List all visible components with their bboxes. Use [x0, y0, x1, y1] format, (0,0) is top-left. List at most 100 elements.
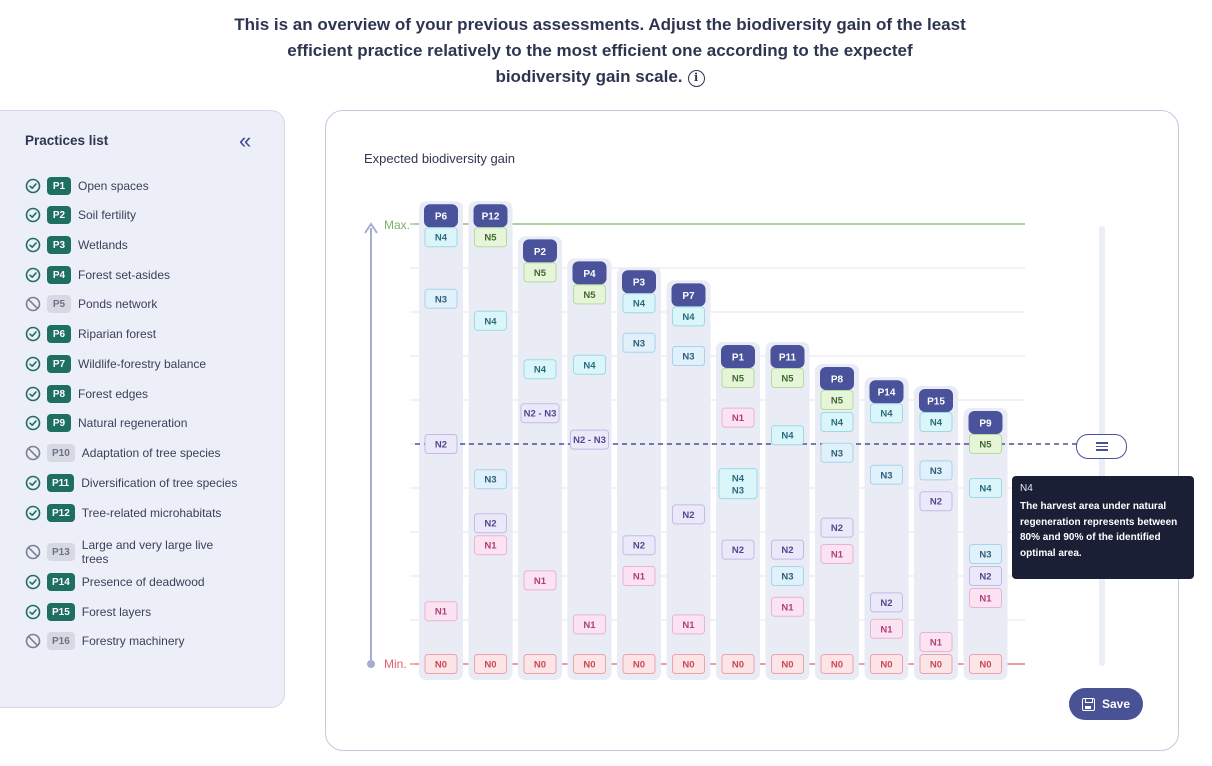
level-chip-n4[interactable]: N4	[919, 412, 953, 432]
practice-item-p9[interactable]: P9 Natural regeneration	[25, 414, 255, 432]
level-chip-n5[interactable]: N5	[771, 368, 804, 388]
level-chip-n3[interactable]: N3	[424, 288, 458, 309]
practice-p9[interactable]: P9 N5 N4 N3 N2 N1 N0	[968, 411, 1003, 674]
level-chip-n4[interactable]: N4	[672, 306, 705, 327]
level-chip-n0[interactable]: N0	[969, 654, 1002, 674]
level-chip-n3[interactable]: N3	[672, 346, 705, 366]
level-chip-n4[interactable]: N4	[424, 227, 458, 248]
practice-p3[interactable]: P3 N4 N3 N2 N1 N0	[622, 270, 656, 674]
level-chip-n2---n3[interactable]: N2 - N3	[570, 429, 609, 450]
level-chip-n0[interactable]: N0	[474, 654, 507, 674]
save-button[interactable]: Save	[1069, 688, 1143, 720]
level-chip-n3[interactable]: N3	[622, 332, 656, 353]
level-chip-n2[interactable]: N2	[474, 513, 507, 534]
level-chip-n1[interactable]: N1	[969, 588, 1002, 608]
level-chip-n1[interactable]: N1	[919, 632, 953, 652]
level-chip-n2[interactable]: N2	[919, 491, 953, 512]
level-chip-n5[interactable]: N5	[474, 227, 507, 248]
practice-item-p12[interactable]: P12 Tree-related microhabitats	[25, 504, 255, 522]
level-chip-n3[interactable]: N3	[820, 442, 854, 463]
practice-item-p2[interactable]: P2 Soil fertility	[25, 206, 255, 224]
level-chip-n1[interactable]: N1	[820, 544, 854, 564]
level-chip-n5[interactable]: N5	[820, 390, 854, 410]
level-chip-n2[interactable]: N2	[870, 592, 903, 613]
practice-item-p5[interactable]: P5 Ponds network	[25, 295, 255, 313]
level-chip-n4[interactable]: N4	[820, 412, 854, 432]
level-chip-n0[interactable]: N0	[820, 654, 854, 674]
level-chip-n0[interactable]: N0	[523, 654, 557, 674]
level-chip-n2[interactable]: N2	[672, 504, 705, 525]
level-chip-n0[interactable]: N0	[622, 654, 656, 674]
practice-item-p14[interactable]: P14 Presence of deadwood	[25, 573, 255, 591]
level-chip-n2[interactable]: N2	[721, 539, 755, 560]
level-chip-n5[interactable]: N5	[573, 284, 606, 305]
level-chip-n3[interactable]: N3	[474, 469, 507, 490]
practice-p15[interactable]: P15 N4 N3 N2 N1 N0	[919, 389, 953, 674]
level-chip-label: N2	[484, 519, 496, 530]
level-chip-n1[interactable]: N1	[474, 535, 507, 556]
level-chip-n4[interactable]: N4	[474, 310, 507, 331]
level-chip-n1[interactable]: N1	[672, 614, 705, 635]
level-chip-n1[interactable]: N1	[424, 601, 458, 622]
level-chip-n0[interactable]: N0	[721, 654, 755, 674]
level-chip-n3[interactable]: N3	[919, 460, 953, 481]
level-chip-label: N4	[484, 316, 497, 327]
level-chip-n5[interactable]: N5	[969, 434, 1002, 454]
level-chip-n0[interactable]: N0	[573, 654, 606, 674]
level-chip-n2---n3[interactable]: N2 - N3	[520, 403, 560, 424]
practice-p8[interactable]: P8 N5 N4 N3 N2 N1 N0	[820, 367, 854, 674]
practice-item-p1[interactable]: P1 Open spaces	[25, 177, 255, 195]
level-chip-n2[interactable]: N2	[622, 535, 656, 556]
info-icon[interactable]: i	[687, 70, 705, 87]
level-chip-n1[interactable]: N1	[870, 618, 903, 639]
level-chip-n4[interactable]: N4	[870, 403, 903, 424]
practice-p14[interactable]: P14 N4 N3 N2 N1 N0	[869, 380, 904, 674]
practice-item-p15[interactable]: P15 Forest layers	[25, 603, 255, 621]
level-chip-n4[interactable]: N4	[523, 359, 557, 380]
practice-item-p13[interactable]: P13 Large and very large live trees	[25, 538, 255, 566]
practice-header	[424, 204, 458, 228]
level-chip-n5[interactable]: N5	[523, 262, 557, 283]
level-chip-n3[interactable]: N3	[870, 464, 903, 485]
scale-slider-handle[interactable]	[1076, 434, 1127, 459]
level-chip-n2[interactable]: N2	[771, 539, 804, 560]
practice-item-p7[interactable]: P7 Wildlife-forestry balance	[25, 355, 255, 373]
practice-item-p3[interactable]: P3 Wetlands	[25, 236, 255, 254]
level-chip-label: N1	[732, 413, 745, 424]
level-chip-n0[interactable]: N0	[919, 654, 953, 674]
level-chip-n4[interactable]: N4	[573, 354, 606, 375]
practice-p7[interactable]: P7 N4 N3 N2 N1 N0	[671, 283, 706, 674]
level-chip-n1[interactable]: N1	[523, 570, 557, 591]
practice-item-p8[interactable]: P8 Forest edges	[25, 385, 255, 403]
practice-p4[interactable]: P4 N5 N4 N2 - N3 N1 N0	[570, 261, 609, 674]
level-chip-n1[interactable]: N1	[573, 614, 606, 635]
practice-item-p4[interactable]: P4 Forest set-asides	[25, 266, 255, 284]
level-chip-n2[interactable]: N2	[969, 566, 1002, 586]
practice-p12[interactable]: P12 N5 N4 N3 N2 N1 N0	[473, 204, 508, 674]
practice-item-p6[interactable]: P6 Riparian forest	[25, 325, 255, 343]
level-chip-n3[interactable]: N3	[771, 566, 804, 586]
level-chip-n1[interactable]: N1	[622, 566, 656, 586]
level-chip-n0[interactable]: N0	[771, 654, 804, 674]
level-chip-n3[interactable]: N3	[969, 544, 1002, 564]
level-chip-n0[interactable]: N0	[870, 654, 903, 674]
level-chip-n5[interactable]: N5	[721, 368, 755, 388]
level-chip-n0[interactable]: N0	[424, 654, 458, 674]
level-chip-n2[interactable]: N2	[424, 434, 458, 454]
level-chip-n1[interactable]: N1	[721, 407, 755, 428]
level-chip-n1[interactable]: N1	[771, 596, 804, 617]
practice-item-p16[interactable]: P16 Forestry machinery	[25, 632, 255, 650]
level-chip-n4[interactable]: N4	[622, 293, 656, 314]
level-chip-n2[interactable]: N2	[820, 517, 854, 538]
practice-item-p11[interactable]: P11 Diversification of tree species	[25, 474, 255, 492]
level-chip-n4[interactable]: N4	[771, 425, 804, 446]
level-chip-n0[interactable]: N0	[672, 654, 705, 674]
practice-p2[interactable]: P2 N5 N4 N2 - N3 N1 N0	[520, 239, 560, 674]
practice-p6[interactable]: P6 N4 N3 N2 N1 N0	[424, 204, 458, 674]
level-chip-label: N1	[583, 620, 596, 631]
practice-p11[interactable]: P11 N5 N4 N2 N3 N1 N0	[770, 345, 805, 674]
practice-item-p10[interactable]: P10 Adaptation of tree species	[25, 444, 255, 462]
level-chip-n4[interactable]: N4	[969, 478, 1002, 498]
